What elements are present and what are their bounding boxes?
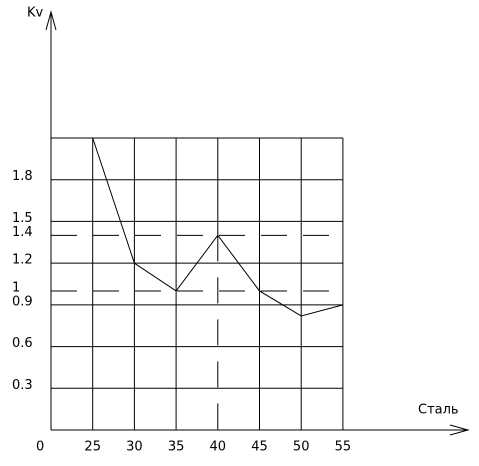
origin-label: 0 [36, 440, 44, 455]
y-tick-label: 1.8 [12, 169, 33, 184]
y-tick-label: 0.3 [12, 378, 33, 393]
y-axis-label: Kv [27, 6, 44, 21]
y-tick-label: 1 [12, 280, 20, 295]
x-tick-label: 45 [251, 440, 268, 455]
x-tick-label: 55 [335, 440, 352, 455]
x-tick-label: 30 [126, 440, 143, 455]
data-line [92, 137, 344, 317]
y-tick-label: 0.9 [12, 294, 33, 309]
y-tick-label: 1.4 [12, 225, 33, 240]
x-tick-label: 35 [168, 440, 185, 455]
x-axis-label: Сталь [418, 403, 459, 418]
y-tick-label: 1.5 [12, 211, 33, 226]
x-tick-label: 25 [84, 440, 101, 455]
x-tick-label: 40 [210, 440, 227, 455]
y-axis-arrow [45, 10, 57, 31]
x-tick-label: 50 [293, 440, 310, 455]
x-axis-arrow [449, 424, 470, 436]
y-tick-label: 1.2 [12, 253, 33, 268]
y-tick-label: 0.6 [12, 336, 33, 351]
